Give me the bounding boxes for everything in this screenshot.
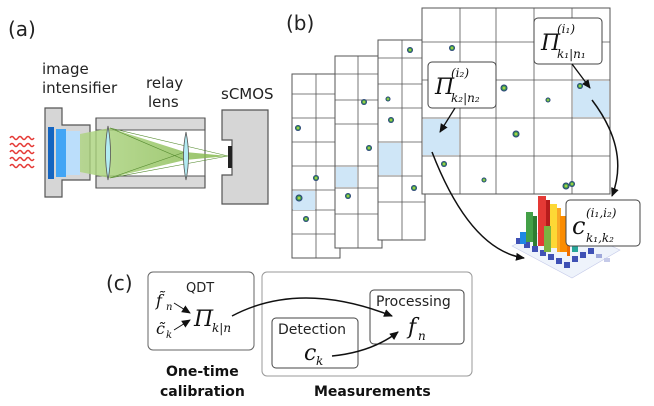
measurements-label: Measurements: [314, 384, 431, 400]
relay-lens-label: relay lens: [146, 74, 183, 111]
c-label: c (i₁,i₂) k₁,k₂: [565, 199, 641, 247]
frame-4-highlight-cell-i2: [423, 119, 459, 155]
calibration-label-line1: One-time: [166, 364, 239, 380]
panel-label-b: (b): [286, 11, 314, 35]
relay-label-line1: relay: [146, 74, 183, 92]
calibration-label-line2: calibration: [160, 384, 245, 400]
frame-3: [377, 39, 426, 241]
intensifier-label: image intensifier: [42, 60, 118, 97]
c-tilde-sub: k: [166, 330, 172, 341]
c-symbol-detection: c: [304, 341, 316, 366]
intensifier-label-line1: image: [42, 60, 89, 78]
c-sup: (i₁,i₂): [586, 206, 617, 220]
relay-label-line2: lens: [148, 93, 179, 111]
frame-2: [334, 55, 383, 249]
incoming-light-icon: [9, 135, 35, 169]
pi-sub: k|n: [212, 321, 231, 335]
f-tilde: f̃: [155, 291, 166, 310]
pi-i1-sub: k₁|n₁: [557, 47, 586, 61]
frame-2-highlight-cell: [336, 167, 357, 187]
pi-i2-label: Π (i₂) k₂|n₂: [427, 61, 497, 109]
frame-1: [291, 73, 341, 259]
processing-label: Processing: [376, 294, 451, 310]
qdt-label: QDT: [186, 281, 214, 296]
pi-i1-label: Π (i₁) k₁|n₁: [533, 17, 603, 65]
pi-i1-symbol: Π: [540, 31, 561, 56]
f-sub: n: [418, 329, 426, 343]
scmos-camera: [221, 109, 269, 205]
camera-label: sCMOS: [221, 85, 274, 103]
panel-label-c: (c): [106, 271, 133, 295]
c-sub-detection: k: [316, 354, 323, 368]
arrow-i2-to-histogram: [431, 151, 525, 261]
arrow-c-to-f: [331, 331, 399, 357]
f-tilde-sub: n: [166, 302, 172, 313]
correlation-histogram: [511, 196, 621, 279]
pi-i2-sub: k₂|n₂: [451, 91, 480, 105]
frame-3-highlight-cell: [379, 143, 401, 175]
c-symbol: c: [572, 212, 585, 240]
arrow-pi-to-f: [231, 297, 393, 317]
processing-box: [369, 289, 465, 345]
detection-label: Detection: [278, 322, 346, 338]
pi-symbol: Π: [193, 307, 214, 332]
c-sub: k₁,k₂: [586, 231, 614, 245]
calibration-box: QDT f̃ n c̃ k Π k|n: [147, 271, 255, 351]
pi-i2-symbol: Π: [434, 75, 455, 100]
measurements-box: Processing f n Detection c k: [261, 271, 473, 377]
relay-lens: [80, 117, 229, 189]
panel-label-a: (a): [8, 17, 36, 41]
arrow-i1-to-histogram: [591, 99, 619, 197]
frame-1-highlight-cell: [293, 191, 315, 210]
c-tilde: c̃: [156, 319, 166, 338]
pi-i2-sup: (i₂): [451, 66, 469, 80]
intensifier-label-line2: intensifier: [42, 79, 118, 97]
image-intensifier: [44, 107, 91, 198]
pi-i1-sup: (i₁): [557, 22, 575, 36]
